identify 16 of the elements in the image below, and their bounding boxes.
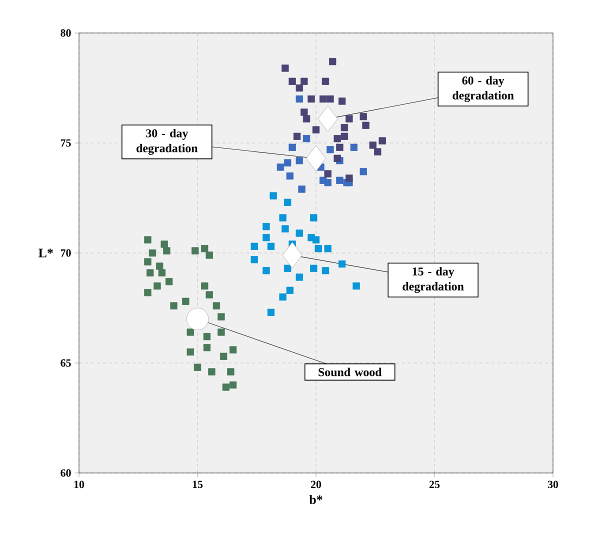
x-tick-label: 15: [192, 480, 203, 488]
annotation: 30 - day degradation: [136, 128, 198, 155]
y-tick-label: 80: [60, 29, 71, 37]
x-tick-label: 10: [74, 480, 84, 488]
y-axis-title: L*: [38, 248, 53, 258]
x-tick-label: 30: [548, 480, 558, 488]
annotation: 60 - day degradation: [452, 76, 514, 102]
x-axis-title: b*: [309, 494, 322, 504]
y-tick-label: 60: [60, 469, 71, 477]
y-tick-label: 75: [60, 139, 71, 147]
y-tick-label: 65: [60, 359, 71, 367]
x-tick-label: 25: [429, 480, 440, 488]
x-tick-label: 20: [310, 480, 322, 488]
y-tick-label: 70: [60, 249, 71, 257]
annotation: Sound wood: [318, 368, 382, 376]
annotation: 15 - day degradation: [402, 267, 464, 293]
